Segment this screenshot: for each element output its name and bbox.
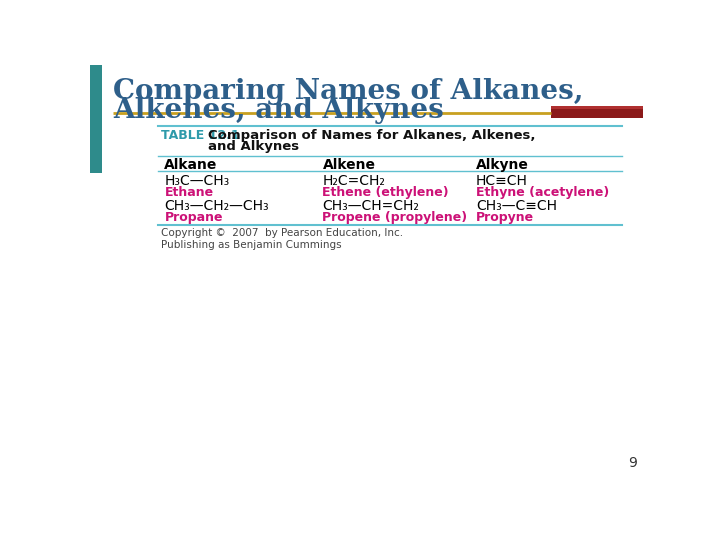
- Text: HC≡CH: HC≡CH: [476, 174, 528, 188]
- Text: Alkenes, and Alkynes: Alkenes, and Alkynes: [113, 97, 444, 124]
- Text: H₂C=CH₂: H₂C=CH₂: [323, 174, 385, 188]
- Text: Alkyne: Alkyne: [476, 158, 528, 172]
- Text: H₃C—CH₃: H₃C—CH₃: [164, 174, 230, 188]
- Text: CH₃—CH₂—CH₃: CH₃—CH₂—CH₃: [164, 199, 269, 213]
- Text: Ethene (ethylene): Ethene (ethylene): [323, 186, 449, 199]
- Text: Propyne: Propyne: [476, 211, 534, 224]
- Text: Copyright ©  2007  by Pearson Education, Inc.
Publishing as Benjamin Cummings: Copyright © 2007 by Pearson Education, I…: [161, 228, 403, 249]
- Text: TABLE 12.1: TABLE 12.1: [161, 130, 240, 143]
- FancyBboxPatch shape: [551, 109, 642, 118]
- Text: CH₃—CH=CH₂: CH₃—CH=CH₂: [323, 199, 419, 213]
- FancyBboxPatch shape: [90, 65, 102, 173]
- Text: Ethane: Ethane: [164, 186, 214, 199]
- Text: Alkene: Alkene: [323, 158, 376, 172]
- FancyBboxPatch shape: [551, 106, 642, 109]
- Text: 9: 9: [629, 456, 637, 470]
- Text: Comparing Names of Alkanes,: Comparing Names of Alkanes,: [113, 78, 584, 105]
- Text: and Alkynes: and Alkynes: [208, 140, 299, 153]
- Text: Propene (propylene): Propene (propylene): [323, 211, 467, 224]
- Text: Alkane: Alkane: [164, 158, 217, 172]
- Text: CH₃—C≡CH: CH₃—C≡CH: [476, 199, 557, 213]
- Text: Comparison of Names for Alkanes, Alkenes,: Comparison of Names for Alkanes, Alkenes…: [208, 130, 535, 143]
- Text: Propane: Propane: [164, 211, 223, 224]
- Text: Ethyne (acetylene): Ethyne (acetylene): [476, 186, 609, 199]
